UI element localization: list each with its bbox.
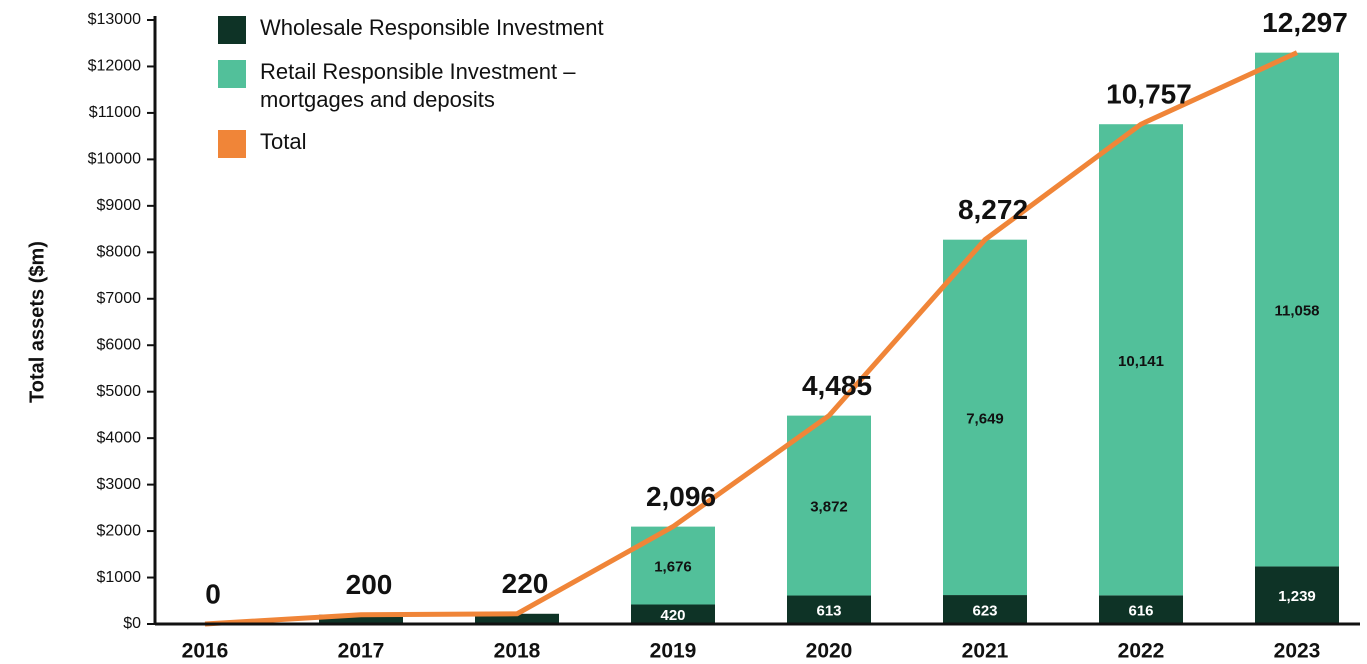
legend-swatch — [218, 16, 246, 44]
y-tick-label: $8000 — [97, 244, 142, 261]
bar-segment — [943, 239, 1027, 596]
total-label: 2,096 — [646, 481, 716, 512]
x-tick-label: 2022 — [1118, 640, 1165, 663]
y-tick-label: $7000 — [97, 290, 142, 307]
y-tick-label: $2000 — [97, 522, 142, 539]
segment-label: 623 — [972, 602, 997, 619]
segment-label: 1,239 — [1278, 588, 1316, 605]
y-tick-label: $6000 — [97, 336, 142, 353]
legend-label: Retail Responsible Investment – mortgage… — [260, 59, 576, 112]
legend-item: Wholesale Responsible Investment — [218, 14, 640, 44]
total-label: 200 — [346, 569, 393, 600]
segment-label: 7,649 — [966, 410, 1004, 427]
y-tick-label: $5000 — [97, 383, 142, 400]
y-tick-label: $13000 — [88, 11, 141, 28]
x-tick-label: 2021 — [962, 640, 1009, 663]
total-line — [204, 50, 1299, 627]
bar-segment — [1255, 52, 1339, 567]
y-tick-label: $10000 — [88, 151, 141, 168]
bar-segment — [787, 415, 871, 596]
bar-segment — [1099, 124, 1183, 596]
legend-label: Wholesale Responsible Investment — [260, 15, 604, 40]
segment-label: 420 — [660, 607, 685, 624]
bar-segment — [475, 613, 559, 624]
total-label: 0 — [205, 578, 221, 609]
bar-segment — [319, 614, 403, 624]
legend-item: Retail Responsible Investment – mortgage… — [218, 58, 640, 114]
total-label: 12,297 — [1262, 7, 1348, 38]
legend-item: Total — [218, 128, 640, 158]
legend-label: Total — [260, 129, 307, 154]
legend: Wholesale Responsible Investment Retail R… — [218, 14, 640, 172]
legend-swatch — [218, 60, 246, 88]
x-tick-label: 2016 — [182, 640, 229, 663]
y-tick-label: $11000 — [89, 104, 141, 121]
segment-label: 3,872 — [810, 499, 848, 516]
segment-label: 10,141 — [1118, 353, 1164, 370]
x-tick-label: 2018 — [494, 640, 541, 663]
x-tick-label: 2023 — [1274, 640, 1321, 663]
y-tick-label: $12000 — [88, 58, 141, 75]
segment-label: 1,676 — [654, 559, 692, 576]
total-label: 220 — [502, 568, 549, 599]
segment-label: 616 — [1128, 603, 1153, 620]
y-axis-label: Total assets ($m) — [26, 241, 48, 403]
total-label: 8,272 — [958, 194, 1028, 225]
x-tick-label: 2019 — [650, 640, 697, 663]
bar-segment — [631, 604, 715, 624]
y-tick-label: $3000 — [97, 476, 142, 493]
bar-segment — [1099, 595, 1183, 624]
segment-label: 11,058 — [1274, 303, 1319, 320]
y-tick-label: $4000 — [97, 429, 142, 446]
y-tick-label: $0 — [123, 615, 141, 632]
y-tick-label: $9000 — [97, 197, 142, 214]
bar-segment — [1255, 566, 1339, 624]
y-tick-label: $1000 — [97, 569, 142, 586]
bar-segment — [943, 595, 1027, 624]
segment-label: 613 — [816, 603, 841, 620]
bar-segment — [787, 595, 871, 624]
total-label: 10,757 — [1106, 79, 1192, 110]
legend-swatch — [218, 130, 246, 158]
x-tick-label: 2017 — [338, 640, 385, 663]
x-tick-label: 2020 — [806, 640, 853, 663]
total-label: 4,485 — [802, 370, 872, 401]
